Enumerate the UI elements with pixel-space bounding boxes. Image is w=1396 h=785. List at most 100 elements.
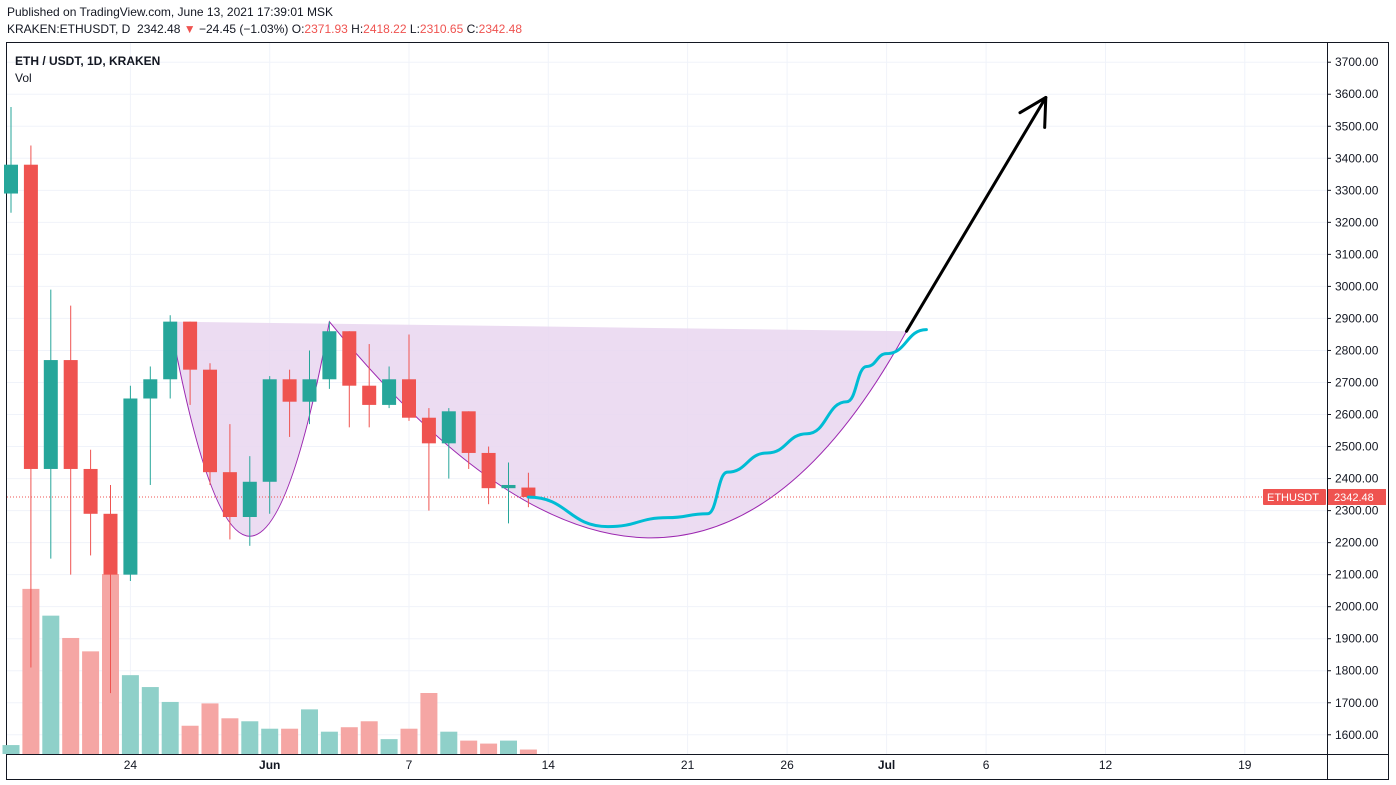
candle[interactable] (43, 289, 58, 559)
candle[interactable] (402, 334, 416, 421)
price-tick-label: 2300.00 (1335, 504, 1379, 518)
time-tick-label: 24 (124, 758, 138, 772)
candle-body[interactable] (123, 398, 138, 575)
candle[interactable] (382, 366, 397, 409)
price-tick-label: 3400.00 (1335, 151, 1379, 165)
series-title: ETH / USDT, 1D, KRAKEN (15, 54, 161, 68)
candle-body[interactable] (501, 484, 516, 489)
candle[interactable] (501, 462, 516, 524)
price-tick-label: 2400.00 (1335, 472, 1379, 486)
time-tick-label: Jun (259, 758, 280, 772)
price-tag-text: 2342.48 (1334, 492, 1374, 504)
price-tick-label: 3300.00 (1335, 183, 1379, 197)
volume-bar (261, 728, 279, 754)
candle-body[interactable] (322, 331, 337, 380)
last-price-label: ETHUSDT 2342.48 (1263, 488, 1386, 505)
time-tick-label: Jul (878, 758, 895, 772)
candle-body[interactable] (362, 385, 377, 405)
time-tick-label: 14 (542, 758, 556, 772)
candle[interactable] (302, 350, 317, 425)
candle[interactable] (242, 456, 257, 546)
candle[interactable] (23, 145, 38, 668)
candle-body[interactable] (43, 360, 58, 469)
price-tick-label: 1800.00 (1335, 664, 1379, 678)
candle[interactable] (481, 446, 496, 505)
candle-body[interactable] (23, 164, 38, 469)
volume-bar (420, 693, 438, 754)
candle[interactable] (4, 107, 18, 213)
price-tick-label: 2100.00 (1335, 568, 1379, 582)
candle-body[interactable] (402, 379, 416, 418)
candle-body[interactable] (242, 481, 257, 517)
price-tick-label: 3000.00 (1335, 279, 1379, 293)
candle-body[interactable] (103, 513, 118, 575)
volume-bars (2, 574, 537, 754)
time-tick-label: 7 (406, 758, 413, 772)
candle[interactable] (461, 411, 476, 469)
candle-body[interactable] (481, 452, 496, 489)
candle[interactable] (262, 376, 277, 514)
candle-body[interactable] (441, 411, 456, 444)
time-axis[interactable]: 24 Jun 7 14 21 26 Jul 6 12 19 (124, 758, 1252, 772)
series-legend: ETH / USDT, 1D, KRAKEN Vol (15, 53, 160, 87)
volume-bar (301, 709, 318, 754)
candle-body[interactable] (4, 164, 18, 194)
projection-path (526, 328, 928, 529)
high-label: H: (351, 22, 364, 36)
candle-body[interactable] (421, 417, 436, 444)
volume-bar (141, 687, 159, 754)
time-tick-label: 21 (681, 758, 695, 772)
volume-bar (440, 731, 458, 754)
price-tag-bg (1328, 488, 1386, 505)
price-axis[interactable]: 1600.00 1700.00 1800.00 1900.00 2000.00 2100.… (1327, 55, 1379, 742)
time-tick-label: 12 (1099, 758, 1113, 772)
volume-bar (22, 588, 40, 754)
candle-body[interactable] (262, 379, 277, 482)
candle-body[interactable] (63, 360, 78, 469)
candle-body[interactable] (183, 321, 198, 370)
volume-bar (380, 739, 398, 754)
price-tick-label: 2500.00 (1335, 440, 1379, 454)
volume-bar (241, 721, 259, 754)
candle-body[interactable] (282, 379, 297, 402)
candle[interactable] (421, 408, 436, 511)
candle[interactable] (322, 321, 337, 389)
candle[interactable] (163, 315, 178, 399)
candle-body[interactable] (163, 321, 178, 380)
price-tick-label: 2900.00 (1335, 311, 1379, 325)
candle[interactable] (63, 305, 78, 575)
candle[interactable] (103, 484, 118, 694)
candle[interactable] (441, 408, 456, 479)
down-arrow-icon: ▼ (183, 22, 196, 36)
candle[interactable] (222, 424, 237, 540)
breakout-arrow (905, 95, 1048, 333)
candle[interactable] (143, 366, 158, 485)
ohlc-header: KRAKEN:ETHUSDT, D 2342.48 ▼ −24.45 (−1.0… (7, 22, 522, 36)
candle-body[interactable] (342, 331, 357, 386)
candles[interactable] (4, 107, 536, 694)
candle[interactable] (282, 369, 297, 437)
candle[interactable] (203, 363, 217, 485)
price-tick-label: 3100.00 (1335, 247, 1379, 261)
candle-body[interactable] (143, 379, 158, 399)
candle[interactable] (521, 472, 536, 508)
candle-body[interactable] (302, 379, 317, 402)
arrowhead-icon (1018, 95, 1048, 129)
candle[interactable] (83, 449, 98, 556)
candle-body[interactable] (382, 379, 397, 405)
arrow-shaft (905, 95, 1048, 333)
candle-body[interactable] (461, 411, 476, 453)
close-label: C: (466, 22, 479, 36)
candle[interactable] (183, 321, 198, 405)
candle[interactable] (123, 385, 138, 582)
candle-body[interactable] (203, 369, 217, 473)
candle[interactable] (342, 331, 357, 428)
candle[interactable] (362, 344, 377, 428)
candle-body[interactable] (521, 487, 536, 497)
price-tick-label: 2800.00 (1335, 343, 1379, 357)
candle-body[interactable] (222, 472, 237, 517)
candle-body[interactable] (83, 468, 98, 514)
close-value: 2342.48 (478, 22, 523, 36)
volume-bar (82, 651, 100, 754)
